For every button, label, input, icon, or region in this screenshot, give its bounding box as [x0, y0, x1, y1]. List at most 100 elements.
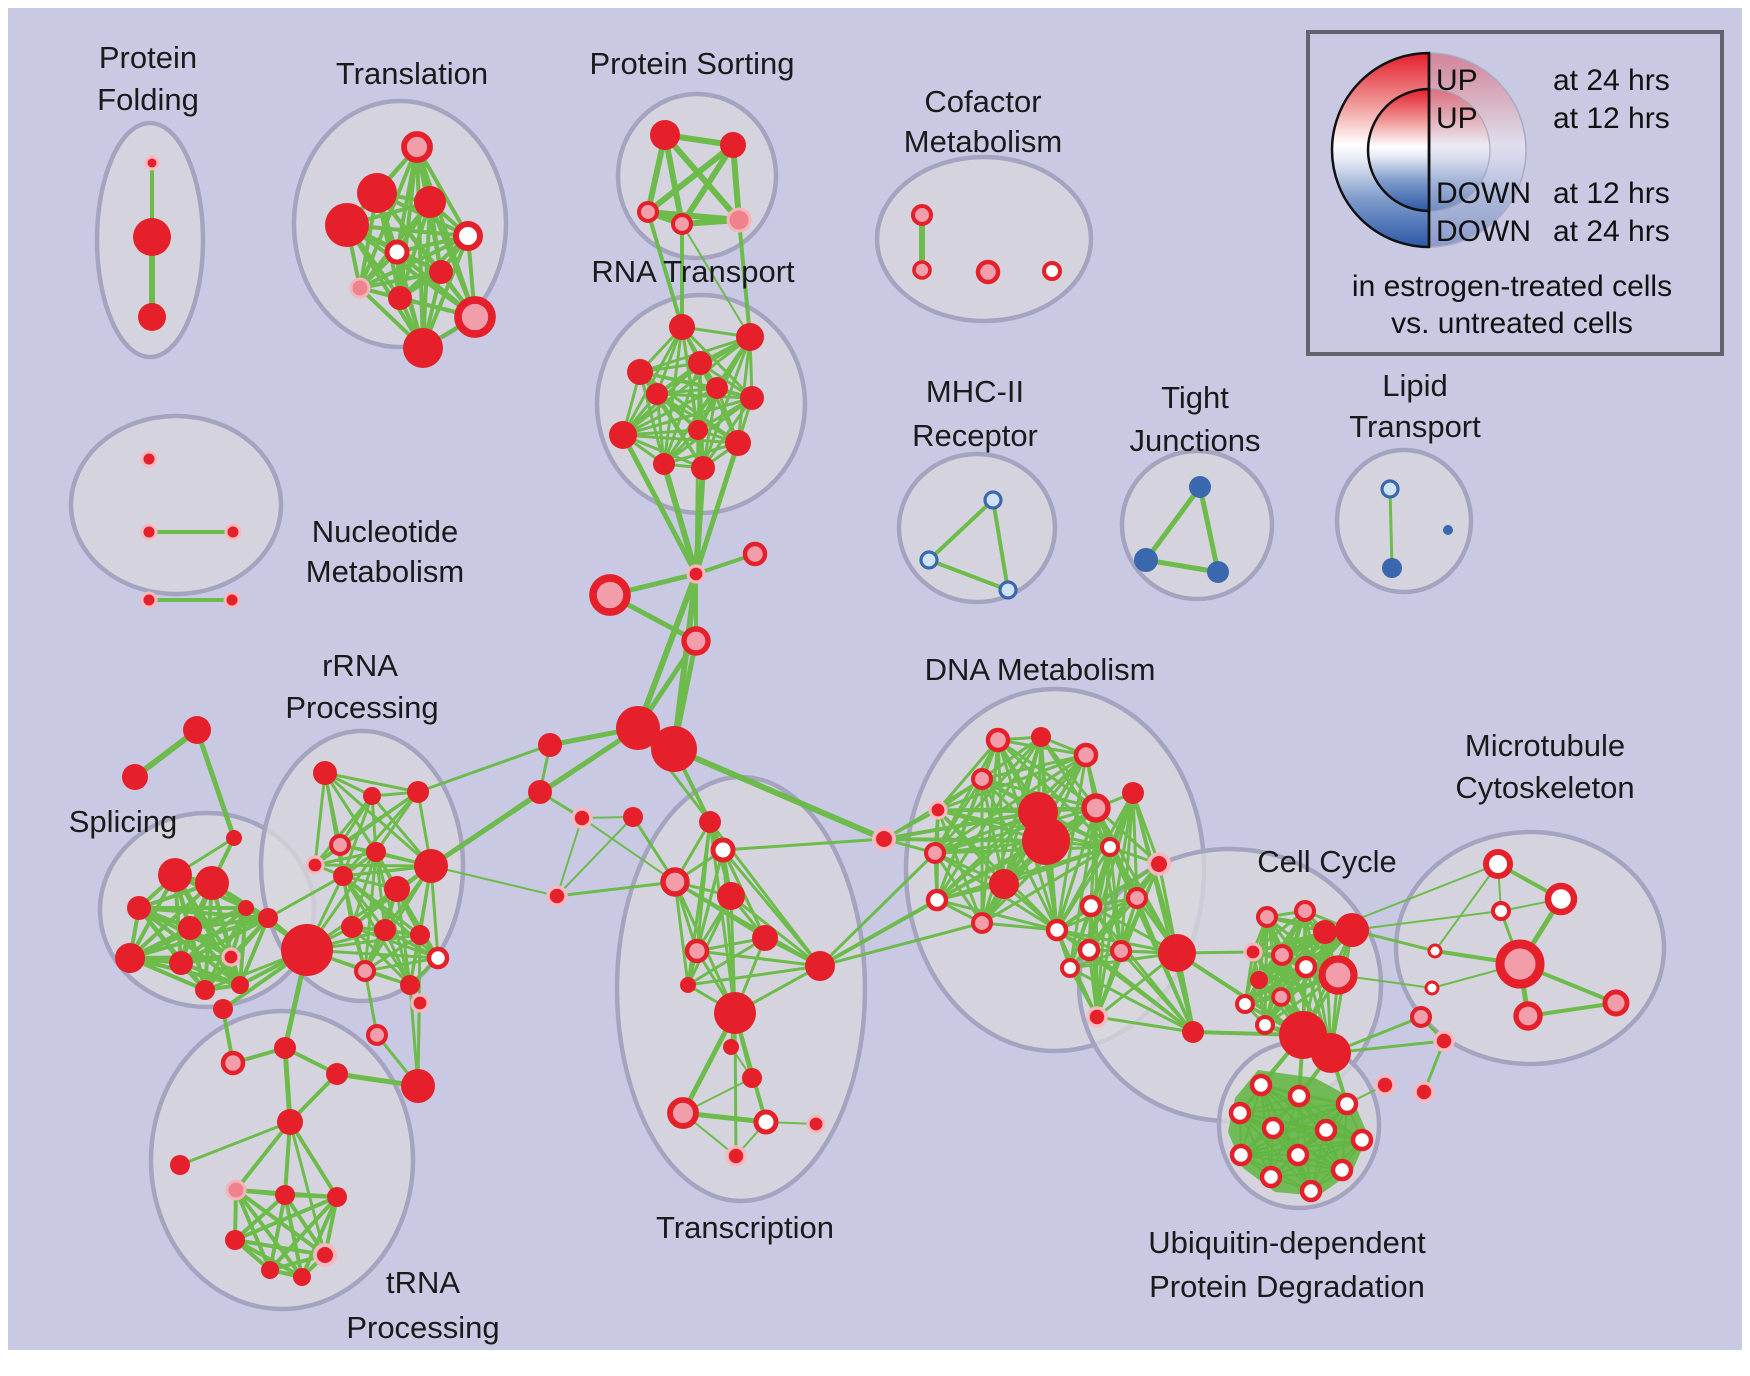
network-node: [144, 155, 160, 171]
network-node: [691, 456, 715, 480]
network-node: [589, 574, 631, 616]
network-edge: [1143, 557, 1221, 575]
cluster-label-protein-folding: Folding: [97, 82, 199, 117]
network-node: [226, 830, 242, 846]
network-node: [714, 992, 756, 1034]
network-node: [670, 212, 694, 236]
network-edge: [980, 921, 1059, 932]
cluster-label-transcription: Transcription: [656, 1210, 834, 1245]
network-node: [989, 869, 1019, 899]
network-node: [1413, 1081, 1435, 1103]
network-node: [1409, 1005, 1433, 1029]
network-edge: [662, 361, 702, 466]
network-node: [1335, 913, 1369, 947]
network-node: [414, 186, 446, 218]
network-edge: [233, 1195, 339, 1242]
network-node: [1147, 852, 1171, 876]
network-node: [384, 239, 410, 265]
network-node: [275, 1185, 295, 1205]
network-node: [195, 980, 215, 1000]
cluster-label-cofactor-metabolism: Cofactor: [924, 84, 1041, 119]
network-edge: [313, 850, 378, 867]
network-node: [667, 1097, 699, 1129]
network-node: [623, 807, 643, 827]
network-node: [975, 259, 1001, 285]
network-node: [650, 120, 680, 150]
network-edge: [620, 432, 699, 577]
network-node: [742, 1068, 762, 1088]
cluster-label-cofactor-metabolism: Metabolism: [904, 124, 1063, 159]
legend-time-label: at 24 hrs: [1553, 215, 1670, 248]
network-node: [616, 706, 660, 750]
network-node: [720, 132, 746, 158]
network-edge: [323, 771, 378, 854]
network-edge: [621, 433, 705, 470]
legend-time-label: at 12 hrs: [1553, 102, 1670, 135]
network-edge: [1351, 910, 1502, 931]
legend-direction-label: DOWN: [1436, 215, 1531, 248]
network-node: [805, 951, 835, 981]
network-node: [127, 896, 151, 920]
legend-direction-label: UP: [1436, 64, 1478, 97]
network-node: [653, 453, 675, 475]
network-edge: [721, 848, 822, 968]
cluster-ellipse-nucleotide-metabolism: [68, 413, 284, 597]
cluster-label-microtubule-cytoskeleton: Microtubule: [1465, 728, 1625, 763]
network-edge: [233, 1193, 287, 1242]
network-edge: [179, 916, 270, 965]
network-node: [1134, 548, 1158, 572]
network-edge: [933, 806, 1098, 855]
network-node: [333, 866, 353, 886]
network-edge: [1087, 791, 1135, 952]
network-node: [1229, 1143, 1253, 1167]
network-node: [1513, 1001, 1543, 1031]
network-edge: [178, 1120, 292, 1167]
network-edge: [661, 461, 699, 577]
network-node: [1243, 942, 1263, 962]
network-edge: [933, 735, 1043, 855]
network-node: [1483, 849, 1513, 879]
network-edge: [194, 727, 237, 841]
cluster-ellipse-tight-junctions: [1119, 448, 1275, 602]
network-node: [274, 1037, 296, 1059]
network-edge: [733, 1011, 738, 1158]
network-edge: [233, 1238, 327, 1257]
cluster-label-nucleotide-metabolism: Nucleotide: [312, 514, 458, 549]
network-edge: [701, 335, 752, 470]
network-edge: [686, 964, 822, 987]
network-node: [1318, 955, 1358, 995]
network-node: [213, 999, 233, 1019]
network-node: [725, 430, 751, 456]
legend-rows: UP at 24 hrs UP at 12 hrs DOWN at 12 hrs DOWN a…: [1436, 64, 1670, 248]
network-nodes: [115, 120, 1630, 1286]
network-edge: [1526, 1001, 1618, 1018]
cluster-label-trna-processing: Processing: [346, 1310, 499, 1345]
network-node: [353, 959, 377, 983]
network-node: [686, 564, 706, 584]
cluster-label-lipid-transport: Transport: [1349, 409, 1481, 444]
network-node: [925, 888, 949, 912]
network-node: [1228, 1101, 1252, 1125]
network-node: [753, 1109, 779, 1135]
network-edge: [655, 392, 740, 445]
network-node: [928, 800, 948, 820]
network-edge: [621, 396, 754, 437]
network-node: [1314, 1118, 1338, 1142]
network-node: [1207, 561, 1229, 583]
network-node: [400, 975, 420, 995]
cluster-label-trna-processing: tRNA: [386, 1265, 460, 1300]
network-node: [1255, 1015, 1275, 1035]
cluster-label-lipid-transport: Lipid: [1382, 368, 1448, 403]
network-node: [388, 286, 412, 310]
network-edge: [1197, 484, 1221, 575]
network-node: [1235, 994, 1255, 1014]
network-node: [1287, 1084, 1311, 1108]
network-node: [710, 837, 736, 863]
network-edge: [621, 335, 752, 437]
network-node: [1271, 987, 1291, 1007]
network-node: [725, 1145, 747, 1167]
network-node: [341, 916, 363, 938]
network-node: [1042, 261, 1062, 281]
network-edge: [686, 936, 767, 987]
network-edge: [935, 898, 1059, 932]
